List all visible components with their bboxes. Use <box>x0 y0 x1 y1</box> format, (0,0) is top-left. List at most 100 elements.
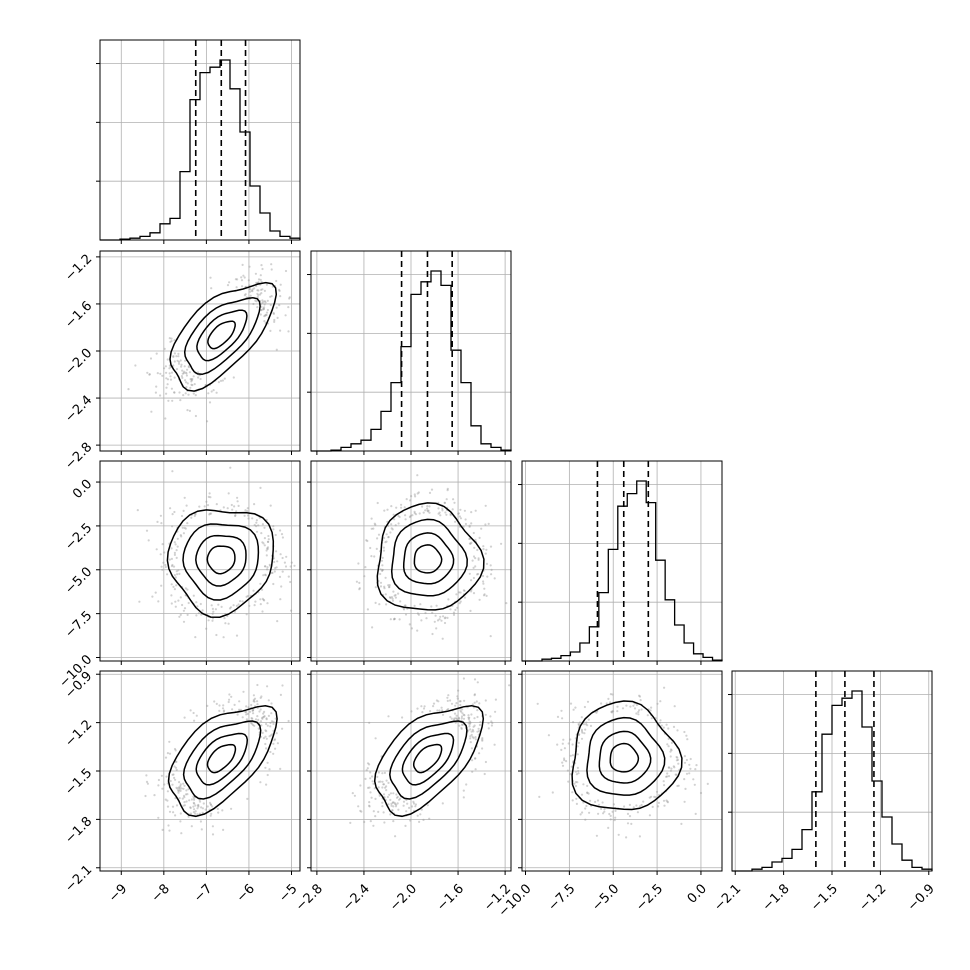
scatter-point <box>168 372 171 375</box>
scatter-point <box>161 568 164 571</box>
scatter-point <box>638 694 641 697</box>
scatter-point <box>683 761 687 764</box>
scatter-point <box>467 729 470 732</box>
scatter-point <box>372 824 375 827</box>
scatter-point <box>191 377 194 381</box>
scatter-point <box>487 722 490 725</box>
scatter-point <box>654 796 657 799</box>
scatter-point <box>409 819 412 822</box>
scatter-point <box>478 752 481 755</box>
scatter-point <box>667 745 670 748</box>
scatter-point <box>281 536 284 539</box>
scatter-point <box>469 542 472 545</box>
scatter-point <box>181 376 184 379</box>
scatter-point <box>181 797 184 800</box>
scatter-point <box>254 299 257 302</box>
scatter-point <box>445 513 448 516</box>
scatter-point <box>589 799 592 802</box>
scatter-point <box>188 799 191 802</box>
y-tick-label: −2.5 <box>62 521 95 554</box>
scatter-point <box>447 708 450 711</box>
scatter-point <box>173 391 176 394</box>
scatter-point <box>577 741 581 745</box>
scatter-point <box>382 549 386 552</box>
scatter-point <box>394 805 398 808</box>
scatter-point <box>186 793 189 796</box>
scatter-point <box>287 575 290 578</box>
scatter-point <box>387 803 390 806</box>
scatter-point <box>182 532 185 535</box>
scatter-point <box>193 802 196 805</box>
scatter-point <box>369 791 372 794</box>
scatter-point <box>209 803 212 806</box>
scatter-point <box>185 374 188 377</box>
scatter-point <box>181 372 184 375</box>
scatter-point <box>435 604 438 607</box>
scatter-point <box>210 390 213 393</box>
scatter-point <box>267 534 270 538</box>
scatter-point <box>412 800 415 804</box>
scatter-point <box>164 365 167 368</box>
scatter-point <box>210 812 213 815</box>
scatter-point <box>404 518 407 521</box>
scatter-point <box>369 771 372 774</box>
scatter-point <box>248 284 251 287</box>
scatter-point <box>190 825 193 828</box>
scatter-point <box>583 705 587 709</box>
scatter-point <box>364 777 367 781</box>
scatter-point <box>683 778 686 781</box>
scatter-point <box>449 608 452 611</box>
scatter-point <box>635 703 639 707</box>
scatter-point <box>240 279 244 282</box>
scatter-point <box>662 780 665 783</box>
scatter-point <box>164 756 168 759</box>
scatter-point <box>232 604 235 607</box>
scatter-point <box>611 710 614 713</box>
scatter-point <box>169 340 172 343</box>
scatter-point <box>233 505 236 508</box>
scatter-point <box>441 713 445 716</box>
scatter-point <box>474 768 477 771</box>
scatter-point <box>469 741 472 744</box>
scatter-point <box>657 801 661 805</box>
scatter-point <box>176 537 179 540</box>
contour-line <box>167 705 278 818</box>
scatter-point <box>476 709 479 712</box>
scatter-point <box>173 776 176 780</box>
scatter-point <box>438 511 441 514</box>
y-tick-label: −2.8 <box>62 440 95 473</box>
scatter-point <box>459 709 462 712</box>
scatter-point <box>262 308 265 311</box>
scatter-point <box>266 547 269 551</box>
scatter-point <box>273 318 276 322</box>
scatter-point <box>363 575 366 578</box>
scatter-point <box>236 496 239 499</box>
scatter-point <box>157 816 160 819</box>
scatter-point <box>374 523 377 526</box>
scatter-point <box>382 783 385 786</box>
scatter-point <box>259 696 262 700</box>
scatter-point <box>667 775 671 778</box>
scatter-point <box>607 697 610 701</box>
scatter-point <box>179 399 182 402</box>
scatter-point <box>256 683 259 687</box>
scatter-point <box>440 706 443 709</box>
scatter-point <box>416 814 419 817</box>
scatter-point <box>672 725 676 729</box>
scatter-point <box>451 508 454 511</box>
scatter-point <box>230 807 233 810</box>
scatter-point <box>387 535 390 539</box>
scatter-point <box>381 564 384 567</box>
scatter-point <box>389 792 393 795</box>
scatter-point <box>453 501 456 504</box>
scatter-point <box>164 563 167 567</box>
scatter-point <box>465 783 468 786</box>
scatter-point <box>571 791 574 794</box>
scatter-point <box>201 807 204 810</box>
scatter-point <box>459 700 462 703</box>
scatter-point <box>389 798 392 802</box>
scatter-point <box>500 542 503 545</box>
scatter-point <box>561 742 564 745</box>
scatter-point <box>159 394 162 397</box>
scatter-point <box>163 347 166 350</box>
